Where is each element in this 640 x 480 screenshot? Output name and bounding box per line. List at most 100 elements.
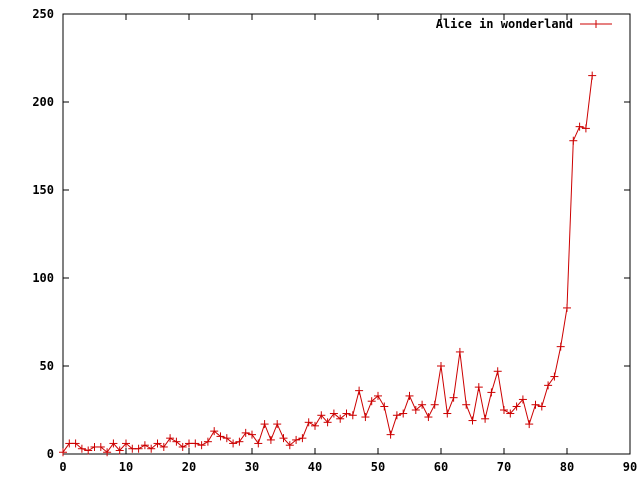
- data-point: [222, 434, 231, 443]
- y-tick-label: 200: [32, 95, 54, 109]
- data-point: [430, 400, 439, 409]
- data-point: [348, 411, 357, 420]
- data-point: [563, 303, 571, 312]
- axis-tick-labels: 0 50 100 150 200 250 0 10 20 30 40 50 60 70 80 90: [32, 7, 637, 474]
- series-line: [62, 75, 593, 453]
- x-tick-label: 40: [308, 460, 322, 474]
- data-point: [197, 441, 206, 450]
- data-point: [77, 444, 86, 453]
- data-point: [103, 448, 112, 457]
- data-point: [537, 402, 546, 411]
- x-tick-label: 10: [119, 460, 133, 474]
- data-point: [140, 441, 149, 450]
- data-point: [525, 420, 534, 429]
- data-point: [481, 414, 490, 423]
- legend-label: Alice in wonderland: [436, 17, 573, 31]
- series-layer: [59, 71, 597, 457]
- data-point: [518, 395, 527, 404]
- data-point: [367, 397, 376, 406]
- data-point: [329, 409, 338, 418]
- data-point: [279, 434, 288, 443]
- y-tick-label: 0: [47, 447, 54, 461]
- x-tick-label: 80: [560, 460, 574, 474]
- data-point: [474, 383, 483, 392]
- legend: Alice in wonderland: [436, 17, 612, 31]
- data-point: [273, 420, 282, 429]
- data-point: [153, 439, 162, 448]
- data-point: [298, 434, 307, 443]
- data-point: [166, 434, 175, 443]
- data-point: [254, 439, 263, 448]
- data-point: [122, 439, 130, 448]
- data-point: [418, 400, 427, 409]
- data-point: [361, 413, 370, 422]
- data-point: [443, 409, 452, 418]
- y-tick-label: 150: [32, 183, 54, 197]
- y-tick-label: 50: [40, 359, 54, 373]
- data-point: [292, 435, 301, 444]
- data-point: [575, 122, 584, 131]
- data-point: [229, 439, 238, 448]
- x-tick-label: 20: [182, 460, 196, 474]
- data-point: [569, 136, 578, 145]
- x-tick-label: 30: [245, 460, 259, 474]
- data-point: [550, 372, 559, 381]
- data-point: [581, 124, 590, 133]
- data-point: [115, 446, 124, 455]
- x-tick-label: 0: [59, 460, 66, 474]
- data-point: [411, 406, 420, 414]
- axis-ticks: [62, 13, 631, 455]
- data-point: [512, 402, 521, 411]
- data-point: [235, 437, 244, 446]
- data-point: [260, 420, 269, 429]
- data-point: [134, 444, 143, 453]
- data-point: [462, 400, 471, 409]
- data-point: [336, 414, 345, 423]
- data-point: [500, 406, 508, 414]
- data-point: [59, 448, 67, 457]
- data-point: [468, 416, 477, 425]
- data-point: [342, 409, 351, 418]
- data-point: [147, 444, 156, 453]
- data-point: [96, 442, 105, 451]
- data-point: [374, 391, 382, 400]
- data-point: [191, 439, 200, 448]
- data-point: [109, 439, 118, 448]
- data-point: [386, 430, 395, 439]
- data-point: [216, 432, 225, 441]
- data-point: [71, 439, 80, 448]
- data-point: [311, 421, 319, 430]
- x-tick-label: 50: [371, 460, 385, 474]
- data-point: [588, 71, 597, 80]
- y-tick-label: 250: [32, 7, 54, 21]
- data-point: [159, 442, 168, 451]
- data-point: [84, 446, 93, 455]
- data-point: [323, 418, 332, 427]
- data-point: [437, 362, 445, 370]
- data-point: [380, 402, 389, 411]
- data-point: [266, 435, 275, 444]
- data-point: [556, 342, 565, 351]
- data-point: [317, 411, 326, 420]
- data-point: [355, 386, 364, 395]
- data-point: [424, 413, 433, 422]
- data-point: [285, 441, 294, 450]
- x-tick-label: 90: [623, 460, 637, 474]
- data-point: [399, 409, 408, 418]
- data-point: [493, 367, 502, 376]
- data-point: [544, 381, 553, 390]
- data-point: [506, 409, 515, 418]
- data-point: [210, 427, 219, 436]
- data-point: [487, 388, 496, 397]
- data-point: [248, 430, 256, 439]
- x-tick-label: 70: [497, 460, 511, 474]
- data-point: [531, 400, 540, 409]
- legend-marker: [592, 20, 600, 28]
- y-tick-label: 100: [32, 271, 54, 285]
- data-point: [449, 393, 458, 402]
- x-tick-label: 60: [434, 460, 448, 474]
- data-point: [203, 437, 212, 446]
- plot-frame: [62, 13, 631, 455]
- data-point: [172, 437, 181, 446]
